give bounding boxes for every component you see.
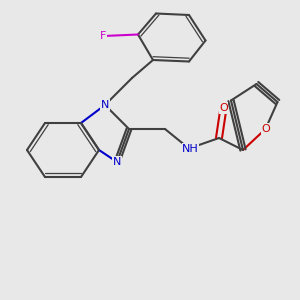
Text: O: O — [219, 103, 228, 113]
Text: N: N — [101, 100, 109, 110]
Text: NH: NH — [182, 143, 199, 154]
Text: O: O — [261, 124, 270, 134]
Text: N: N — [113, 157, 121, 167]
Text: F: F — [100, 31, 107, 41]
